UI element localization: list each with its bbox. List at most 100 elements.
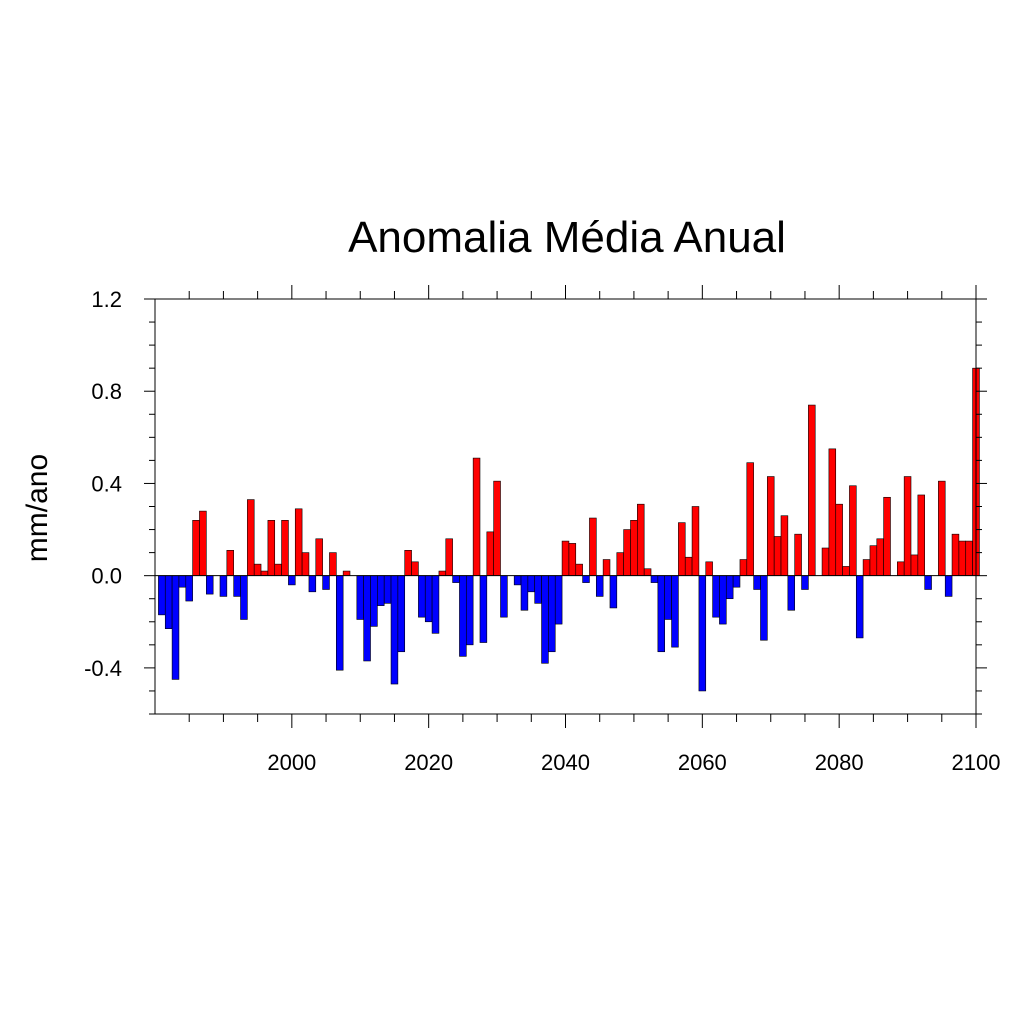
bar-2016: [397, 575, 406, 653]
bar-2074: [794, 533, 802, 576]
bar-2092: [917, 494, 925, 576]
bar-1993: [240, 575, 248, 620]
bar-2017: [404, 550, 412, 576]
bar-2046: [602, 559, 611, 576]
bar-2033: [513, 575, 522, 586]
bar-2085: [869, 545, 878, 576]
bar-2086: [876, 538, 884, 576]
bar-2005: [322, 575, 330, 590]
bar-2098: [958, 540, 967, 576]
bar-1981: [158, 575, 166, 616]
bar-2015: [390, 575, 399, 685]
bar-1985: [185, 575, 193, 602]
y-axis-label: mm/ano: [21, 454, 54, 562]
bar-1986: [192, 520, 200, 576]
bar-2068: [753, 575, 761, 590]
bar-2055: [664, 575, 672, 620]
chart-title: Anomalia Média Anual: [348, 213, 786, 262]
bar-2045: [595, 575, 604, 597]
bar-2069: [760, 575, 768, 641]
bar-1992: [233, 575, 241, 597]
bar-2004: [315, 538, 323, 576]
x-tick-label: 2100: [952, 750, 1001, 775]
bar-1984: [178, 575, 187, 588]
x-tick-label: 2000: [267, 750, 316, 775]
bar-2041: [568, 543, 577, 576]
bar-2021: [431, 575, 440, 634]
bar-2011: [363, 575, 371, 662]
y-tick-label: 0.0: [91, 564, 122, 589]
y-tick-label: 0.4: [91, 471, 122, 496]
bar-2081: [842, 566, 850, 576]
bar-2044: [589, 517, 597, 576]
bar-2095: [938, 480, 946, 576]
bar-1999: [281, 520, 289, 576]
bar-2051: [637, 503, 645, 576]
bar-2079: [828, 448, 837, 576]
bar-2065: [732, 575, 741, 588]
bar-2067: [746, 462, 754, 576]
bar-2020: [424, 575, 433, 623]
bar-2072: [780, 515, 789, 576]
bar-2080: [835, 503, 843, 576]
bar-2064: [725, 575, 734, 600]
bar-2089: [897, 561, 905, 576]
bar-2035: [527, 575, 536, 593]
x-tick-label: 2020: [404, 750, 453, 775]
bar-2052: [643, 568, 652, 576]
bar-2040: [561, 540, 570, 576]
bar-2093: [924, 575, 932, 590]
bar-2076: [808, 404, 816, 576]
bar-2059: [691, 506, 700, 576]
y-tick-label: 0.8: [91, 379, 122, 404]
bar-2022: [438, 570, 447, 576]
bar-2053: [650, 575, 659, 583]
bar-1997: [267, 520, 276, 576]
bar-2097: [951, 533, 960, 576]
bar-2002: [301, 552, 310, 576]
bar-2043: [582, 575, 590, 583]
bar-2023: [445, 538, 453, 576]
bar-2036: [534, 575, 542, 604]
bar-2087: [883, 496, 891, 576]
bar-2037: [541, 575, 549, 664]
plot-frame: [154, 298, 977, 715]
y-tick-label: 1.2: [91, 287, 122, 312]
bar-2003: [308, 575, 317, 593]
bar-2056: [671, 575, 679, 648]
bar-2014: [383, 575, 392, 604]
bar-2050: [630, 520, 638, 576]
bar-2042: [575, 563, 583, 576]
bar-2049: [623, 529, 631, 576]
axes-group: -0.4 0.0 0.4 0.8 1.2 2000 2020 2040 2060 2080 2100: [84, 285, 1000, 775]
bar-2084: [862, 559, 871, 576]
bar-2031: [500, 575, 508, 618]
bar-2028: [479, 575, 488, 643]
bar-1991: [226, 550, 234, 576]
bar-2061: [705, 561, 713, 576]
bar-2019: [418, 575, 426, 618]
bar-2071: [773, 536, 782, 576]
bar-2048: [616, 552, 624, 576]
x-tick-label: 2060: [678, 750, 727, 775]
bar-2029: [486, 531, 494, 576]
bar-2025: [459, 575, 467, 657]
bars-group: [158, 367, 980, 692]
bar-2000: [288, 575, 296, 586]
bar-2063: [719, 575, 727, 625]
bar-1998: [274, 563, 282, 576]
bar-2096: [944, 575, 953, 597]
bar-1983: [171, 575, 180, 680]
bar-2082: [849, 485, 857, 576]
bar-2058: [684, 556, 693, 576]
bar-2024: [452, 575, 460, 583]
bar-1982: [164, 575, 173, 629]
bar-2026: [465, 575, 474, 646]
bar-2013: [377, 575, 385, 606]
bar-2083: [855, 575, 864, 639]
bar-2030: [493, 480, 501, 576]
bar-1988: [206, 575, 214, 595]
bar-2099: [965, 540, 973, 576]
bar-2066: [739, 559, 748, 576]
